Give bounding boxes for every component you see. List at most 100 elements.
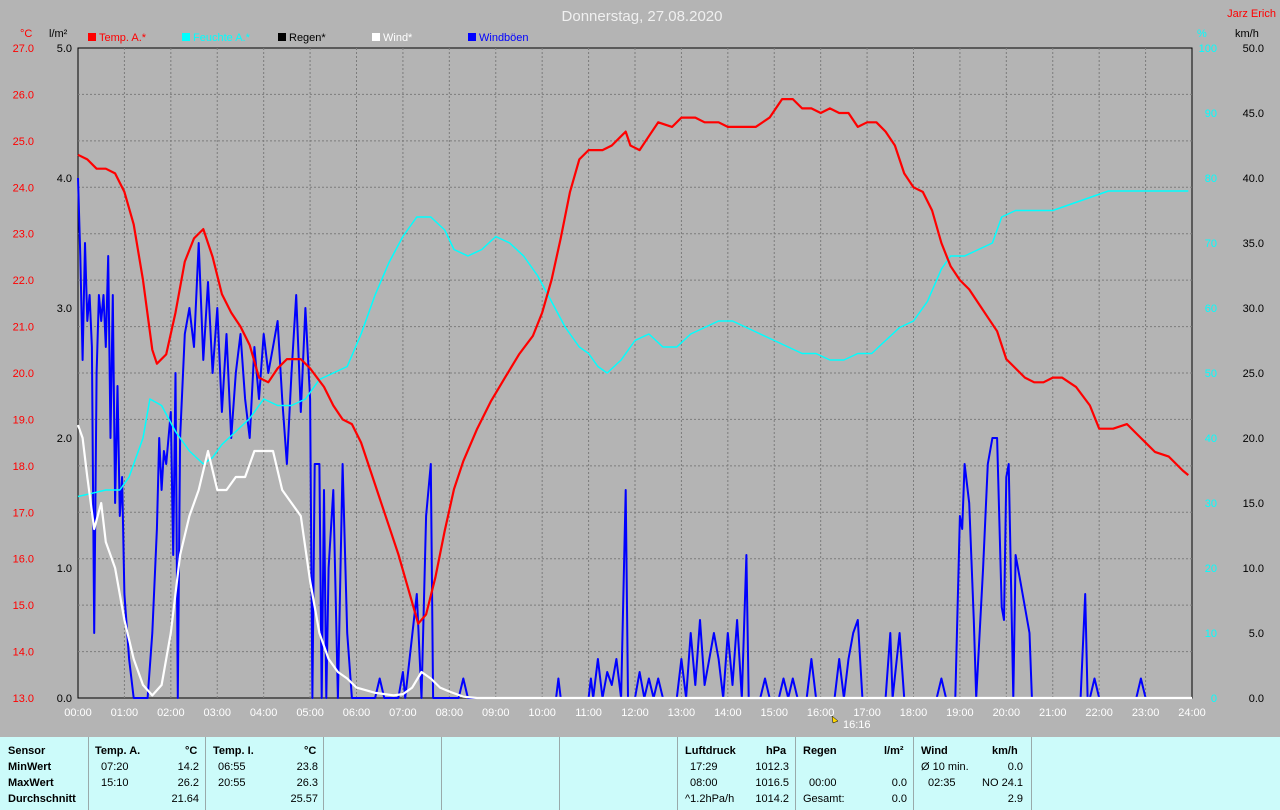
temp-tick-label: 14.0 xyxy=(13,647,34,659)
rain-max-val: 0.0 xyxy=(891,777,907,789)
wind-unit-label: km/h xyxy=(1235,28,1259,40)
humidity-tick-label: 20 xyxy=(1205,563,1217,575)
temp-tick-label: 16.0 xyxy=(13,554,34,566)
temp-tick-label: 15.0 xyxy=(13,600,34,612)
chart-title: Donnerstag, 27.08.2020 xyxy=(562,8,723,25)
temp-tick-label: 25.0 xyxy=(13,136,34,148)
stats-panel: Sensor MinWert MaxWert Durchschnitt Temp… xyxy=(0,737,1280,810)
pressure-header: Luftdruck xyxy=(685,745,736,757)
rain-tick-label: 4.0 xyxy=(57,173,72,185)
legend-swatch xyxy=(372,33,380,41)
x-tick-label: 19:00 xyxy=(946,707,974,719)
stats-temp-i-col: Temp. I. °C 06:55 23.8 20:55 26.3 25.57 xyxy=(205,737,324,810)
rain-tick-label: 2.0 xyxy=(57,433,72,445)
temp-i-max-val: 26.3 xyxy=(296,777,318,789)
humidity-tick-label: 90 xyxy=(1205,108,1217,120)
wind-tick-label: 40.0 xyxy=(1243,173,1264,185)
row-avg-label: Durchschnitt xyxy=(8,793,76,805)
wind-tick-label: 35.0 xyxy=(1243,238,1264,250)
temp-a-min-val: 14.2 xyxy=(177,761,199,773)
x-tick-label: 08:00 xyxy=(436,707,464,719)
temp-a-header: Temp. A. xyxy=(95,745,141,757)
rain-header: Regen xyxy=(803,745,837,757)
x-tick-label: 10:00 xyxy=(528,707,556,719)
right-axes: 0 10 20 30 40 50 60 70 80 90 100 0.0 5.0 10.0 15.0 20.0… xyxy=(1199,43,1264,705)
legend-label: Regen* xyxy=(289,32,326,44)
temp-tick-label: 17.0 xyxy=(13,507,34,519)
wind-min-val: 0.0 xyxy=(1007,761,1023,773)
pressure-avg: 1014.2 xyxy=(755,793,789,805)
temp-tick-label: 27.0 xyxy=(13,43,34,55)
temp-i-avg: 25.57 xyxy=(290,793,318,805)
humidity-tick-label: 40 xyxy=(1205,433,1217,445)
temp-tick-label: 26.0 xyxy=(13,89,34,101)
temp-tick-label: 22.0 xyxy=(13,275,34,287)
row-max-label: MaxWert xyxy=(8,777,54,789)
series-feuchte-a-line xyxy=(77,190,1189,498)
stats-empty-col-4 xyxy=(1031,737,1280,810)
temp-tick-label: 23.0 xyxy=(13,229,34,241)
series-wind-line xyxy=(76,424,1192,700)
temp-i-max-time: 20:55 xyxy=(218,777,246,789)
rain-tick-label: 3.0 xyxy=(57,303,72,315)
temp-i-unit: °C xyxy=(304,745,317,757)
stats-empty-col-1 xyxy=(323,737,442,810)
pressure-min-time: 17:29 xyxy=(690,761,718,773)
humidity-tick-label: 70 xyxy=(1205,238,1217,250)
wind-tick-label: 25.0 xyxy=(1243,368,1264,380)
stats-empty-col-3 xyxy=(559,737,678,810)
series-lines xyxy=(76,98,1192,700)
humidity-unit-label: % xyxy=(1197,28,1207,40)
rain-tick-label: 0.0 xyxy=(57,693,72,705)
stats-rain-col: Regen l/m² 00:00 0.0 Gesamt: 0.0 xyxy=(795,737,914,810)
temp-tick-label: 21.0 xyxy=(13,322,34,334)
left-axes: 13.0 14.0 15.0 16.0 17.0 18.0 19.0 20.0 21.0 22.0… xyxy=(13,43,72,705)
x-tick-label: 00:00 xyxy=(64,707,92,719)
pressure-min-val: 1012.3 xyxy=(755,761,789,773)
pressure-trend-label: ^1.2hPa/h xyxy=(685,793,735,805)
legend-label: Feuchte A.* xyxy=(193,32,251,44)
humidity-tick-label: 30 xyxy=(1205,498,1217,510)
x-tick-label: 21:00 xyxy=(1039,707,1067,719)
temp-i-min-time: 06:55 xyxy=(218,761,246,773)
stats-wind-col: Wind km/h Ø 10 min. 0.0 02:35 NO 24.1 2.… xyxy=(913,737,1032,810)
temp-tick-label: 18.0 xyxy=(13,461,34,473)
x-axis: 00:00 01:00 02:00 03:00 04:00 05:00 06:00 07:00… xyxy=(64,707,1206,719)
temp-a-max-val: 26.2 xyxy=(177,777,199,789)
x-tick-label: 06:00 xyxy=(343,707,371,719)
x-tick-label: 14:00 xyxy=(714,707,742,719)
rain-unit-label: l/m² xyxy=(49,28,68,40)
x-tick-label: 09:00 xyxy=(482,707,510,719)
x-tick-label: 22:00 xyxy=(1085,707,1113,719)
x-tick-label: 15:00 xyxy=(760,707,788,719)
rain-total-label: Gesamt: xyxy=(803,793,845,805)
x-tick-label: 04:00 xyxy=(250,707,278,719)
author-label: Jarz Erich xyxy=(1227,8,1276,20)
legend: Temp. A.* Feuchte A.* Regen* Wind* Windböen xyxy=(88,32,529,44)
rain-tick-label: 1.0 xyxy=(57,563,72,575)
rain-max-time: 00:00 xyxy=(809,777,837,789)
stats-pressure-col: Luftdruck hPa 17:29 1012.3 08:00 1016.5 … xyxy=(677,737,796,810)
temp-a-max-time: 15:10 xyxy=(101,777,129,789)
rain-tick-label: 5.0 xyxy=(57,43,72,55)
wind-tick-label: 5.0 xyxy=(1249,628,1264,640)
series-temp-a-line xyxy=(77,98,1189,625)
wind-tick-label: 50.0 xyxy=(1243,43,1264,55)
marker-time: 16:16 xyxy=(843,719,871,731)
grid xyxy=(78,48,1192,698)
x-tick-label: 24:00 xyxy=(1178,707,1206,719)
sun-marker-icon xyxy=(831,715,839,724)
temp-a-unit: °C xyxy=(185,745,198,757)
legend-swatch xyxy=(182,33,190,41)
wind-unit: km/h xyxy=(992,745,1018,757)
x-tick-label: 20:00 xyxy=(993,707,1021,719)
x-tick-label: 12:00 xyxy=(621,707,649,719)
pressure-max-time: 08:00 xyxy=(690,777,718,789)
legend-label: Wind* xyxy=(383,32,413,44)
x-tick-label: 03:00 xyxy=(203,707,231,719)
wind-tick-label: 20.0 xyxy=(1243,433,1264,445)
temp-tick-label: 20.0 xyxy=(13,368,34,380)
stats-sensor-col: Sensor MinWert MaxWert Durchschnitt xyxy=(0,737,88,810)
temp-a-min-time: 07:20 xyxy=(101,761,129,773)
x-tick-label: 05:00 xyxy=(296,707,324,719)
